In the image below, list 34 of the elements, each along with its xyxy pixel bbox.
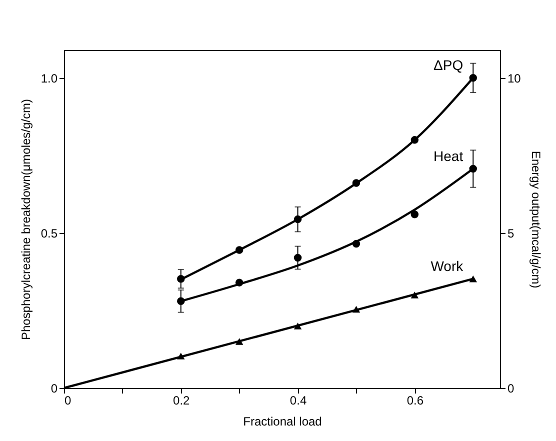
y-tick-label: 0.5 — [40, 226, 58, 240]
y2-tick-label: 0 — [508, 382, 514, 396]
point — [235, 246, 244, 254]
point — [294, 254, 302, 262]
point — [352, 179, 360, 187]
x-tick-label: 0.4 — [290, 394, 307, 408]
x-tick-label: 0.6 — [406, 394, 424, 408]
point — [235, 278, 244, 286]
series-label: ΔPQ — [434, 56, 464, 73]
point — [410, 136, 419, 144]
y2-tick-label: 10 — [508, 71, 522, 86]
y2-axis-title: Energy output(mcal/g/cm) — [528, 150, 543, 288]
y2-tick-label: 5 — [508, 226, 514, 240]
series-label: Heat — [434, 148, 464, 164]
point — [177, 297, 185, 306]
x-axis-title: Fractional load — [243, 414, 322, 428]
point — [469, 164, 477, 173]
y-tick-label: 0 — [50, 382, 58, 396]
y-tick-label: 1.0 — [40, 71, 58, 86]
point — [410, 210, 419, 218]
point — [235, 338, 244, 345]
series-label: Work — [430, 258, 464, 274]
point — [469, 74, 477, 82]
point — [352, 306, 360, 313]
point — [410, 292, 419, 298]
x-tick-label: 0.2 — [173, 394, 190, 408]
point — [469, 275, 477, 282]
point — [294, 215, 302, 224]
point — [177, 352, 185, 360]
x-tick-label: 0 — [64, 394, 72, 408]
point — [352, 240, 360, 248]
point — [177, 274, 185, 283]
y-axis-title: Phosphorylcreatine breakdown(μmoles/g/cm) — [18, 98, 33, 340]
point — [294, 322, 302, 330]
